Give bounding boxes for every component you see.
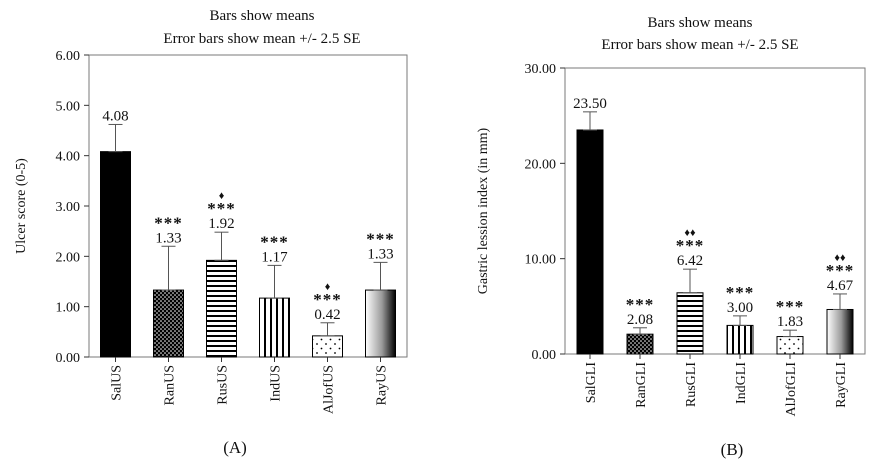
panel-a: Bars show means Error bars show mean +/- … [14, 8, 408, 457]
bar-IndGLI [726, 324, 754, 355]
significance-stars: *** [207, 199, 236, 218]
value-label: 6.42 [677, 253, 703, 269]
significance-stars: *** [154, 213, 183, 232]
significance-diamond: ♦ [325, 281, 331, 293]
significance-stars: *** [626, 295, 655, 314]
y-tick-label: 5.00 [56, 99, 81, 114]
y-tick-label: 3.00 [56, 200, 81, 215]
value-label: 23.50 [573, 96, 607, 112]
significance-diamond: ♦ [219, 190, 225, 202]
y-axis-label: Gastric lession index (in mm) [476, 127, 491, 294]
plot-frame [88, 54, 408, 358]
value-label: 1.92 [208, 216, 234, 232]
bar-RusUS [206, 259, 237, 358]
x-tick-label: RayUS [375, 365, 390, 405]
bar-IndUS [259, 297, 290, 358]
x-tick-label: IndUS [269, 365, 284, 402]
x-tick-label: RayGLI [834, 362, 849, 408]
value-label: 3.00 [727, 300, 753, 316]
x-tick-label: SalUS [110, 365, 125, 401]
bar-RanGLI [626, 333, 654, 355]
chart-title-line: Error bars show mean +/- 2.5 SE [601, 37, 798, 53]
chart-title-line: Bars show means [648, 15, 753, 31]
x-tick-label: IndGLI [734, 362, 749, 404]
x-tick-label: RusUS [216, 365, 231, 405]
panel-label: (B) [721, 440, 744, 459]
plot-frame [564, 67, 866, 355]
x-tick-label: SalGLI [584, 362, 599, 404]
value-label: 1.17 [261, 249, 288, 265]
y-tick-label: 10.00 [525, 253, 557, 268]
panel-b: Bars show means Error bars show mean +/- … [476, 15, 866, 459]
bar-RusGLI [676, 292, 704, 355]
x-tick-label: RanUS [163, 365, 178, 405]
x-tick-label: RanGLI [634, 362, 649, 408]
y-tick-label: 20.00 [525, 157, 557, 172]
significance-stars: *** [366, 229, 395, 248]
value-label: 1.83 [777, 314, 803, 330]
significance-stars: *** [826, 261, 855, 280]
bar-RayUS [365, 289, 396, 358]
y-tick-label: 0.00 [56, 351, 81, 366]
value-label: 1.33 [367, 246, 393, 262]
y-axis-label: Ulcer score (0-5) [14, 158, 29, 254]
significance-diamond: ♦♦ [684, 227, 696, 239]
chart-title-line: Bars show means [210, 8, 315, 24]
significance-stars: *** [313, 290, 342, 309]
bar-RanUS [153, 289, 184, 358]
significance-stars: *** [776, 297, 805, 316]
value-label: 2.08 [627, 312, 653, 328]
chart-title-line: Error bars show mean +/- 2.5 SE [163, 31, 360, 47]
bar-SalUS [100, 151, 131, 358]
y-tick-label: 6.00 [56, 49, 81, 64]
value-label: 0.42 [314, 307, 340, 323]
x-tick-label: AlJofUS [322, 365, 337, 414]
value-label: 4.08 [102, 108, 128, 124]
y-tick-label: 30.00 [525, 62, 557, 77]
y-tick-label: 1.00 [56, 301, 81, 316]
bar-RayGLI [826, 308, 854, 355]
significance-stars: *** [260, 232, 289, 251]
value-label: 4.67 [827, 278, 854, 294]
y-tick-label: 4.00 [56, 150, 81, 165]
significance-diamond: ♦♦ [834, 252, 846, 264]
x-tick-label: RusGLI [684, 362, 699, 407]
bar-AlJofUS [312, 335, 343, 358]
bar-SalGLI [576, 129, 604, 355]
y-tick-label: 2.00 [56, 250, 81, 265]
value-label: 1.33 [155, 230, 181, 246]
x-tick-label: AlJofGLI [784, 362, 799, 417]
panel-label: (A) [223, 438, 247, 457]
y-tick-label: 0.00 [532, 348, 557, 363]
bar-AlJofGLI [776, 336, 804, 355]
significance-stars: *** [676, 236, 705, 255]
significance-stars: *** [726, 283, 755, 302]
